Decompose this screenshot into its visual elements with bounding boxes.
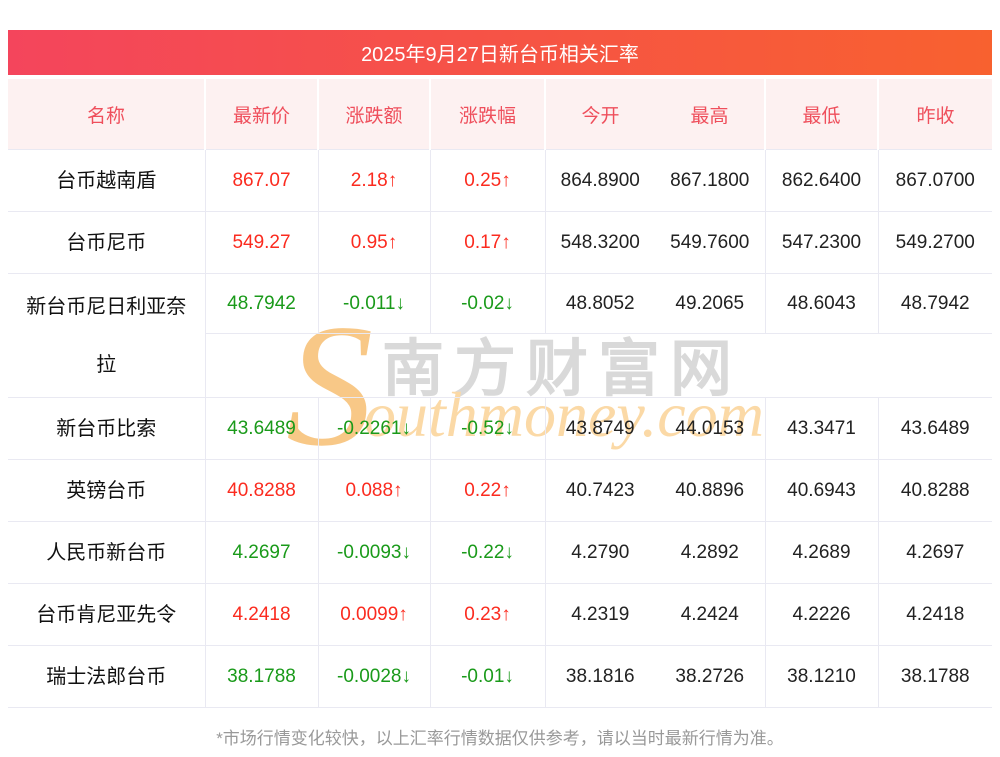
table-row: 新台币尼日利亚奈拉 48.7942 -0.011↓ -0.02↓ 48.8052 49.2…	[8, 273, 992, 398]
last-price-cell: 867.07	[205, 149, 319, 212]
high-cell: 549.7600	[655, 211, 766, 274]
low-cell: 43.3471	[765, 397, 879, 460]
table-row: 瑞士法郎台币 38.1788 -0.0028↓ -0.01↓ 38.1816 38.272…	[8, 645, 992, 708]
table-row: 人民币新台币 4.2697 -0.0093↓ -0.22↓ 4.2790 4.2892 4.…	[8, 521, 992, 584]
table-title: 2025年9月27日新台币相关汇率	[8, 30, 992, 75]
change-amount-cell: 0.088↑	[318, 459, 431, 522]
change-percent-cell: -0.52↓	[430, 397, 546, 460]
col-header-last: 最新价	[205, 79, 319, 150]
open-cell: 548.3200	[545, 211, 655, 274]
col-header-change: 涨跌额	[318, 79, 431, 150]
high-cell: 38.2726	[655, 645, 766, 708]
last-price-cell: 4.2418	[205, 583, 319, 646]
low-cell: 38.1210	[765, 645, 879, 708]
change-percent-cell: 0.25↑	[430, 149, 546, 212]
last-price-cell: 43.6489	[205, 397, 319, 460]
change-amount-cell: -0.0028↓	[318, 645, 431, 708]
high-cell: 49.2065	[655, 273, 766, 334]
last-price-cell: 48.7942	[205, 273, 319, 334]
change-percent-cell: -0.02↓	[430, 273, 546, 334]
open-cell: 48.8052	[545, 273, 655, 334]
currency-name-cell: 人民币新台币	[8, 521, 206, 584]
header-row: 名称 最新价 涨跌额 涨跌幅 今开 最高 最低 昨收	[8, 79, 992, 150]
prev-close-cell: 4.2697	[878, 521, 992, 584]
open-cell: 38.1816	[545, 645, 655, 708]
high-cell: 4.2892	[655, 521, 766, 584]
high-cell: 4.2424	[655, 583, 766, 646]
table-row: 台币越南盾 867.07 2.18↑ 0.25↑ 864.8900 867.1800 862…	[8, 149, 992, 212]
prev-close-cell: 867.0700	[878, 149, 992, 212]
change-amount-cell: 2.18↑	[318, 149, 431, 212]
change-percent-cell: 0.22↑	[430, 459, 546, 522]
low-cell: 4.2226	[765, 583, 879, 646]
table-row: 英镑台币 40.8288 0.088↑ 0.22↑ 40.7423 40.8896 40.6…	[8, 459, 992, 522]
high-cell: 40.8896	[655, 459, 766, 522]
change-percent-cell: 0.23↑	[430, 583, 546, 646]
low-cell: 48.6043	[765, 273, 879, 334]
rates-panel: 2025年9月27日新台币相关汇率 S 南方财富网 outhmoney.com …	[8, 30, 992, 749]
rates-table: 名称 最新价 涨跌额 涨跌幅 今开 最高 最低 昨收 台币越南盾 867.07 2.…	[8, 79, 992, 708]
currency-name-cell: 新台币比索	[8, 397, 206, 460]
change-amount-cell: 0.0099↑	[318, 583, 431, 646]
high-cell: 44.0153	[655, 397, 766, 460]
open-cell: 4.2319	[545, 583, 655, 646]
change-percent-cell: -0.22↓	[430, 521, 546, 584]
col-header-open: 今开	[545, 79, 655, 150]
col-header-prev: 昨收	[878, 79, 992, 150]
low-cell: 862.6400	[765, 149, 879, 212]
change-amount-cell: -0.0093↓	[318, 521, 431, 584]
prev-close-cell: 40.8288	[878, 459, 992, 522]
prev-close-cell: 549.2700	[878, 211, 992, 274]
change-percent-cell: 0.17↑	[430, 211, 546, 274]
currency-name-cell: 英镑台币	[8, 459, 206, 522]
open-cell: 4.2790	[545, 521, 655, 584]
change-percent-cell: -0.01↓	[430, 645, 546, 708]
watermark-spacer-cell	[205, 333, 992, 398]
change-amount-cell: -0.011↓	[318, 273, 431, 334]
table-row: 台币尼币 549.27 0.95↑ 0.17↑ 548.3200 549.7600 547.…	[8, 211, 992, 274]
low-cell: 40.6943	[765, 459, 879, 522]
currency-name-cell: 台币肯尼亚先令	[8, 583, 206, 646]
low-cell: 547.2300	[765, 211, 879, 274]
last-price-cell: 4.2697	[205, 521, 319, 584]
currency-name-cell: 台币尼币	[8, 211, 206, 274]
currency-name-cell: 新台币尼日利亚奈拉	[8, 273, 206, 398]
watermark-spacer-row	[8, 333, 992, 398]
currency-name-cell: 台币越南盾	[8, 149, 206, 212]
col-header-low: 最低	[765, 79, 879, 150]
prev-close-cell: 4.2418	[878, 583, 992, 646]
change-amount-cell: 0.95↑	[318, 211, 431, 274]
table-row: 新台币比索 43.6489 -0.2261↓ -0.52↓ 43.8749 44.0153…	[8, 397, 992, 460]
change-amount-cell: -0.2261↓	[318, 397, 431, 460]
last-price-cell: 549.27	[205, 211, 319, 274]
col-header-high: 最高	[655, 79, 766, 150]
open-cell: 40.7423	[545, 459, 655, 522]
currency-name-cell: 瑞士法郎台币	[8, 645, 206, 708]
open-cell: 43.8749	[545, 397, 655, 460]
low-cell: 4.2689	[765, 521, 879, 584]
prev-close-cell: 43.6489	[878, 397, 992, 460]
open-cell: 864.8900	[545, 149, 655, 212]
high-cell: 867.1800	[655, 149, 766, 212]
prev-close-cell: 38.1788	[878, 645, 992, 708]
last-price-cell: 40.8288	[205, 459, 319, 522]
last-price-cell: 38.1788	[205, 645, 319, 708]
disclaimer-text: *市场行情变化较快，以上汇率行情数据仅供参考，请以当时最新行情为准。	[216, 729, 784, 748]
prev-close-cell: 48.7942	[878, 273, 992, 334]
col-header-name: 名称	[8, 79, 206, 150]
table-row: 台币肯尼亚先令 4.2418 0.0099↑ 0.23↑ 4.2319 4.2424 4.2…	[8, 583, 992, 646]
col-header-pct: 涨跌幅	[430, 79, 546, 150]
